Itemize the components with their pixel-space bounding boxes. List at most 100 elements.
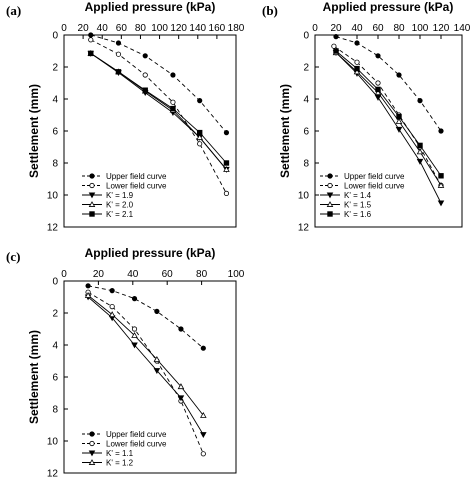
y-tick-label: 2 — [52, 63, 58, 74]
legend-label: K' = 2.1 — [106, 210, 134, 219]
y-tick-label: 4 — [52, 95, 58, 106]
series-line — [87, 296, 204, 435]
y-tick-label: 6 — [52, 373, 58, 384]
x-axis-title: Applied pressure (kPa) — [323, 0, 454, 14]
chart-panel: (c) Applied pressure (kPa) Settlement (mm)… — [6, 246, 245, 478]
y-tick-label: 10 — [47, 437, 59, 448]
x-tick-label: 180 — [228, 23, 245, 34]
panel-label: (a) — [6, 3, 21, 18]
data-point — [375, 86, 381, 93]
data-point — [170, 99, 176, 105]
data-point — [84, 291, 92, 298]
series-line — [90, 39, 227, 194]
series-line — [333, 45, 442, 186]
legend-label: Lower field curve — [344, 182, 405, 191]
series — [88, 50, 230, 166]
legend-marker — [327, 173, 333, 179]
x-tick-label: 60 — [162, 269, 174, 280]
data-point — [223, 190, 230, 196]
y-tick-label: 2 — [303, 63, 309, 74]
y-tick-label: 6 — [52, 127, 58, 138]
y-tick-label: 12 — [298, 223, 310, 234]
y-tick-label: 0 — [52, 31, 58, 42]
panel-label: (c) — [6, 249, 20, 264]
series — [88, 32, 230, 136]
legend-marker — [88, 450, 96, 457]
data-point — [354, 59, 360, 65]
legend-marker — [88, 459, 96, 465]
data-point — [88, 50, 94, 57]
x-tick-label: 20 — [330, 23, 342, 34]
series-line — [335, 50, 442, 177]
legend-marker — [88, 192, 96, 199]
data-point — [109, 287, 115, 294]
y-tick-label: 6 — [303, 127, 309, 138]
x-tick-label: 120 — [170, 23, 187, 34]
legend-label: K' = 1.1 — [106, 449, 134, 458]
x-tick-label: 100 — [412, 23, 429, 34]
data-point — [88, 32, 94, 38]
series — [84, 291, 207, 418]
legend-label: K' = 1.9 — [106, 191, 134, 200]
data-point — [197, 98, 203, 104]
data-point — [131, 295, 138, 302]
y-tick-label: 0 — [52, 277, 58, 288]
legend-label: Lower field curve — [106, 440, 167, 449]
x-tick-label: 80 — [393, 23, 405, 34]
data-point — [142, 87, 148, 93]
data-point — [109, 303, 115, 310]
x-tick-label: 40 — [97, 23, 109, 34]
data-point — [396, 113, 402, 120]
y-tick-label: 2 — [52, 309, 58, 320]
x-axis-title: Applied pressure (kPa) — [85, 246, 216, 260]
data-point — [417, 98, 423, 104]
legend-label: K' = 2.0 — [106, 201, 134, 210]
x-tick-label: 160 — [209, 23, 226, 34]
series — [88, 37, 230, 196]
data-point — [131, 342, 138, 349]
legend-marker — [89, 173, 95, 179]
series-line — [335, 36, 442, 132]
data-point — [115, 40, 122, 46]
y-tick-label: 10 — [47, 191, 59, 202]
data-point — [177, 395, 185, 402]
data-point — [142, 53, 148, 59]
data-point — [196, 129, 203, 136]
y-axis-title: Settlement (mm) — [27, 84, 41, 178]
y-tick-label: 12 — [47, 469, 59, 478]
data-point — [200, 411, 207, 418]
legend-marker — [327, 211, 333, 217]
data-point — [154, 308, 160, 314]
data-point — [396, 72, 402, 78]
data-point — [437, 181, 445, 188]
legend-marker — [89, 431, 95, 437]
data-point — [196, 133, 203, 140]
data-point — [416, 148, 424, 155]
data-point — [88, 37, 94, 43]
x-tick-label: 0 — [61, 23, 67, 34]
series-line — [87, 291, 204, 454]
series — [332, 49, 445, 188]
x-tick-label: 0 — [312, 23, 318, 34]
data-point — [108, 311, 116, 318]
data-point — [395, 117, 403, 124]
data-point — [437, 200, 445, 207]
x-tick-label: 20 — [93, 269, 105, 280]
data-point — [333, 48, 339, 54]
series-line — [335, 52, 442, 186]
series — [333, 48, 444, 179]
data-point — [131, 331, 138, 338]
legend-label: Upper field curve — [106, 172, 167, 181]
y-tick-label: 4 — [52, 341, 58, 352]
series-line — [90, 53, 227, 170]
data-point — [142, 72, 148, 78]
data-point — [153, 368, 161, 375]
x-tick-label: 40 — [127, 269, 139, 280]
y-tick-label: 4 — [303, 95, 309, 106]
legend-label: Upper field curve — [106, 430, 167, 439]
series-line — [88, 285, 204, 349]
legend-label: K' = 1.6 — [344, 210, 372, 219]
legend-label: K' = 1.5 — [344, 201, 372, 210]
